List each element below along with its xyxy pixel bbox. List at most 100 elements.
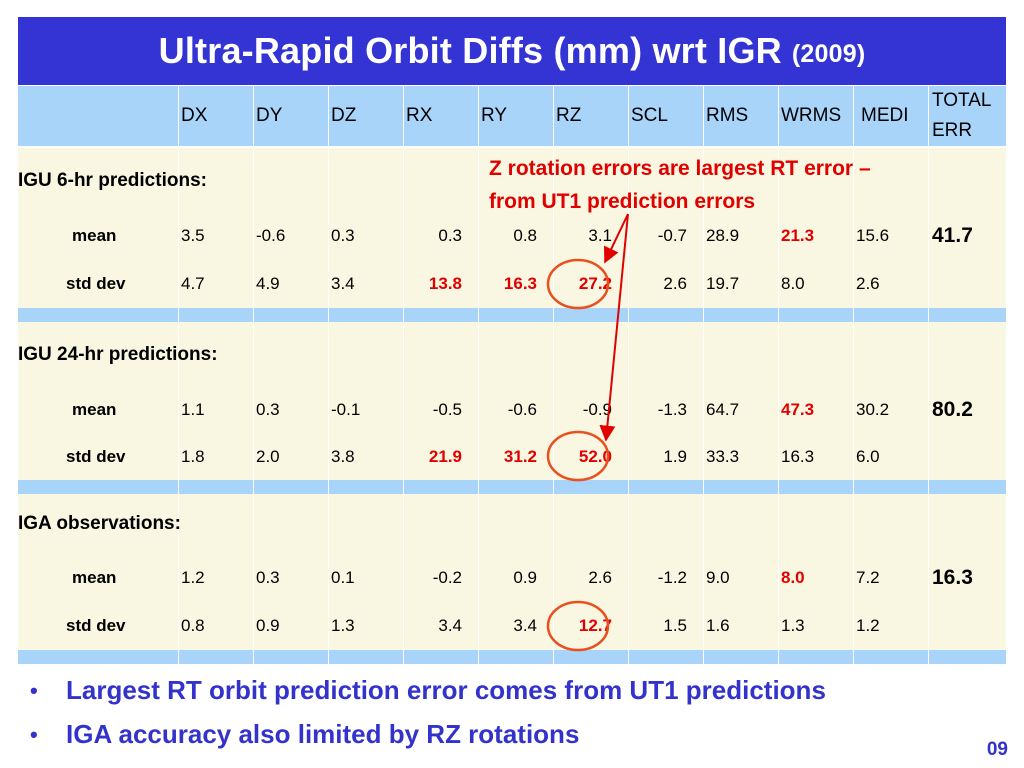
section-band-1 xyxy=(18,148,1006,308)
column-header: RX xyxy=(406,105,433,126)
highlight-circle xyxy=(546,258,610,310)
section-band-2 xyxy=(18,322,1006,480)
column-divider xyxy=(553,86,554,664)
table-cell: 8.0 xyxy=(781,568,805,587)
table-cell: -0.6 xyxy=(256,226,286,245)
table-cell: 4.7 xyxy=(181,274,205,293)
table-cell: 21.9 xyxy=(428,447,462,466)
section-label: IGU 24-hr predictions: xyxy=(18,344,218,365)
page-number: 09 xyxy=(986,739,1008,760)
table-cell: 1.9 xyxy=(663,447,687,466)
table-cell: 64.7 xyxy=(706,400,740,419)
table-cell: 13.8 xyxy=(428,274,462,293)
section-band-3 xyxy=(18,494,1006,650)
table-cell: 1.3 xyxy=(781,616,805,635)
table-cell: 16.3 xyxy=(781,447,815,466)
column-divider xyxy=(403,86,404,664)
column-divider xyxy=(628,86,629,664)
total-error-value: 41.7 xyxy=(932,224,973,247)
table-cell: 15.6 xyxy=(856,226,890,245)
table-cell: 1.2 xyxy=(856,616,880,635)
bullet-dot-icon: • xyxy=(30,678,38,703)
column-divider xyxy=(253,86,254,664)
table-cell: 1.6 xyxy=(706,616,730,635)
arrow-to-rz-24hr xyxy=(599,213,629,442)
column-header: SCL xyxy=(631,105,668,126)
table-cell: 1.3 xyxy=(331,616,355,635)
row-label: mean xyxy=(72,226,117,245)
table-cell: 7.2 xyxy=(856,568,880,587)
table-cell: 2.6 xyxy=(856,274,880,293)
table-cell: 2.0 xyxy=(256,447,280,466)
table-cell: 0.9 xyxy=(256,616,280,635)
column-header: DY xyxy=(256,105,283,126)
table-cell: 1.5 xyxy=(663,616,687,635)
table-cell: -0.9 xyxy=(582,400,612,419)
table-cell: -1.2 xyxy=(657,568,687,587)
table-cell: 3.5 xyxy=(181,226,205,245)
column-header: MEDI xyxy=(861,105,909,126)
table-cell: 3.4 xyxy=(438,616,462,635)
column-header: DX xyxy=(181,105,208,126)
table-header-row xyxy=(18,86,1006,146)
row-label: mean xyxy=(72,400,117,419)
table-cell: 12.7 xyxy=(578,616,612,635)
column-header: RZ xyxy=(556,105,582,126)
table-cell: 1.8 xyxy=(181,447,205,466)
table-cell: 0.3 xyxy=(256,568,280,587)
annotation-line: Z rotation errors are largest RT error – xyxy=(489,157,871,180)
bullet-item: • IGA accuracy also limited by RZ rotati… xyxy=(30,719,826,763)
row-label: mean xyxy=(72,568,117,587)
bullet-list: • Largest RT orbit prediction error come… xyxy=(30,675,826,763)
table-cell: 1.1 xyxy=(181,400,205,419)
bullet-text: Largest RT orbit prediction error comes … xyxy=(66,675,826,705)
table-cell: -0.5 xyxy=(432,400,462,419)
column-header-err: ERR xyxy=(932,120,973,141)
column-header: WRMS xyxy=(781,105,842,126)
table-cell: -0.1 xyxy=(331,400,361,419)
table-cell: 9.0 xyxy=(706,568,730,587)
table-cell: -0.7 xyxy=(657,226,687,245)
table-cell: 0.1 xyxy=(331,568,355,587)
column-divider xyxy=(328,86,329,664)
bullet-dot-icon: • xyxy=(30,722,38,747)
table-cell: 21.3 xyxy=(781,226,815,245)
column-divider xyxy=(853,86,854,664)
table-cell: 1.2 xyxy=(181,568,205,587)
column-header: RMS xyxy=(706,105,749,126)
slide-title-year: (2009) xyxy=(791,39,866,68)
annotation-callout: Z rotation errors are largest RT error –… xyxy=(489,152,959,218)
slide-title: Ultra-Rapid Orbit Diffs (mm) wrt IGR (20… xyxy=(18,17,1006,85)
table-cell: 0.3 xyxy=(331,226,355,245)
table-cell: 3.4 xyxy=(513,616,537,635)
table-cell: -1.3 xyxy=(657,400,687,419)
table-cell: 0.9 xyxy=(513,568,537,587)
table-cell: 0.3 xyxy=(256,400,280,419)
table-cell: -0.6 xyxy=(507,400,537,419)
table-cell: 30.2 xyxy=(856,400,890,419)
table-cell: 0.8 xyxy=(513,226,537,245)
column-divider xyxy=(703,86,704,664)
column-divider xyxy=(928,86,929,664)
table-cell: 28.9 xyxy=(706,226,740,245)
column-divider xyxy=(778,86,779,664)
table-cell: 3.8 xyxy=(331,447,355,466)
column-header: RY xyxy=(481,105,508,126)
section-label: IGA observations: xyxy=(18,513,181,534)
column-divider xyxy=(478,86,479,664)
table-cell: 31.2 xyxy=(503,447,537,466)
table-cell: 4.9 xyxy=(256,274,280,293)
table-cell: -0.2 xyxy=(432,568,462,587)
arrow-to-rz-6hr xyxy=(604,213,629,264)
table-cell: 6.0 xyxy=(856,447,880,466)
row-label: std dev xyxy=(66,274,126,293)
table-cell: 0.8 xyxy=(181,616,205,635)
table-cell: 2.6 xyxy=(663,274,687,293)
total-error-value: 80.2 xyxy=(932,398,973,421)
table-cell: 3.1 xyxy=(588,226,612,245)
section-separator-1 xyxy=(18,308,1006,322)
section-label: IGU 6-hr predictions: xyxy=(18,170,207,191)
bullet-item: • Largest RT orbit prediction error come… xyxy=(30,675,826,719)
row-label: std dev xyxy=(66,447,126,466)
